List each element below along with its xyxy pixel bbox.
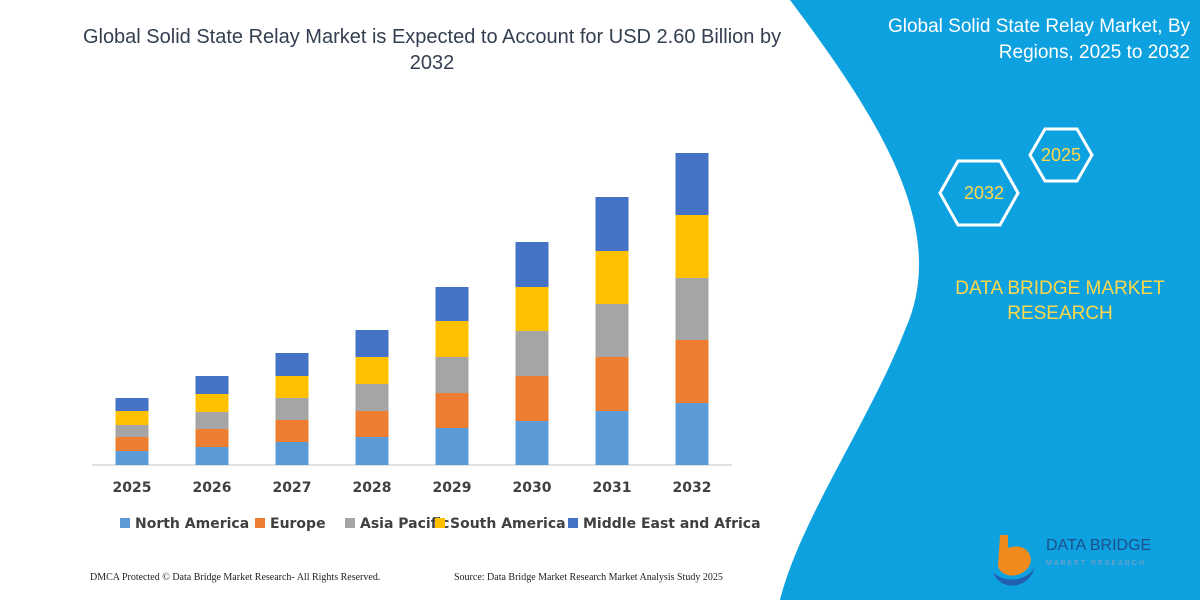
hexagon-label: 2032 [964,183,1004,203]
x-tick-label: 2031 [593,480,632,496]
bar-segment [275,420,309,442]
legend-label: Middle East and Africa [583,516,761,532]
bar-segment [515,376,549,421]
bar-segment [195,394,229,412]
bar-segment [355,330,389,357]
legend-swatch [435,518,445,528]
bar-segment [435,393,469,428]
bar-segment [195,376,229,394]
bar-segment [115,411,149,425]
legend-label: North America [135,516,249,532]
brand: DATA BRIDGE MARKET RESEARCH [955,278,1165,324]
hexagon-label: 2025 [1041,145,1081,165]
x-tick-label: 2032 [673,480,712,496]
panel-title: Global Solid State Relay Market, By Regi… [887,16,1190,63]
hexagon [1028,127,1094,183]
logo-name: DATA BRIDGE [1046,537,1151,554]
legend-label: Europe [270,516,326,532]
bar-segment [355,437,389,465]
x-tick-label: 2027 [273,480,312,496]
bar-segment [355,357,389,384]
x-tick-label: 2025 [113,480,152,496]
bar-segment [355,384,389,411]
bar-segment [435,287,469,321]
bar-segment [435,321,469,357]
bar-segment [675,153,709,215]
bar-segment [115,437,149,451]
logo-mark [998,535,1031,576]
bar-segment [115,451,149,465]
bar-segment [195,447,229,465]
side-panel [780,0,1200,600]
bar-segment [275,442,309,465]
bar-segment [435,357,469,393]
bar-segment [115,398,149,411]
legend-label: South America [450,516,566,532]
bar-segment [595,357,629,411]
bar-segment [275,353,309,376]
legend-swatch [255,518,265,528]
bar-segment [595,197,629,251]
hexagon [938,159,1020,227]
bar-segment [595,251,629,304]
footer-left: DMCA Protected © Data Bridge Market Rese… [90,572,381,583]
chart-title: Global Solid State Relay Market is Expec… [82,26,782,74]
x-tick-label: 2029 [433,480,472,496]
legend-swatch [568,518,578,528]
x-tick-label: 2028 [353,480,392,496]
footer-right: Source: Data Bridge Market Research Mark… [454,572,723,583]
bar-segment [675,278,709,340]
bar-segment [515,421,549,465]
logo-mark [993,566,1035,586]
bar-segment [675,340,709,403]
x-tick-label: 2030 [513,480,552,496]
bar-segment [515,331,549,376]
bar-segment [515,242,549,287]
bar-segment [195,429,229,447]
bar-segment [355,411,389,437]
bar-segment [675,403,709,465]
bar-segment [435,428,469,465]
bar-segment [675,215,709,278]
legend-label: Asia Pacific [360,516,449,532]
legend-swatch [120,518,130,528]
bar-segment [595,304,629,357]
bar-segment [515,287,549,331]
bar-segment [595,411,629,465]
x-tick-label: 2026 [193,480,232,496]
bar-segment [195,412,229,429]
legend-swatch [345,518,355,528]
bar-segment [115,425,149,437]
logo-tagline: MARKET RESEARCH [1046,560,1146,567]
bar-segment [275,376,309,398]
bar-segment [275,398,309,420]
